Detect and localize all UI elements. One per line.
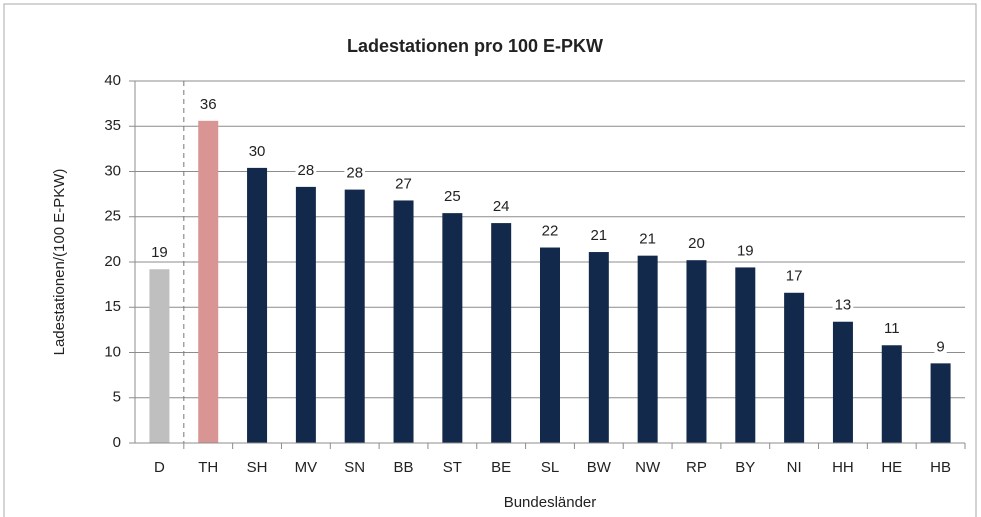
value-label-bg (637, 230, 658, 248)
bar (247, 167, 268, 443)
bar (149, 269, 170, 443)
x-tick-label: HB (930, 459, 951, 476)
value-label-bg (539, 222, 561, 240)
value-label-bg (686, 235, 707, 253)
bar (344, 189, 365, 443)
chart-title: Ladestationen pro 100 E-PKW (347, 36, 603, 56)
x-axis-label: Bundesländer (504, 494, 597, 511)
value-label-bg (734, 242, 756, 260)
x-tick-label: MV (295, 459, 318, 476)
value-label-bg (393, 175, 414, 193)
x-tick-label: SL (541, 459, 559, 476)
value-label: 19 (151, 244, 168, 261)
bar (442, 213, 463, 443)
x-tick-label: RP (686, 459, 707, 476)
y-tick-label: 25 (104, 208, 121, 225)
value-label: 9 (936, 338, 944, 355)
y-tick-label: 30 (104, 162, 121, 179)
value-label-bg (197, 95, 219, 113)
value-label: 30 (249, 143, 266, 160)
value-label: 25 (444, 188, 461, 205)
x-tick-label: BW (587, 459, 612, 476)
bar (784, 292, 805, 443)
bar (930, 363, 951, 443)
x-tick-label: SN (344, 459, 365, 476)
bar (588, 252, 609, 443)
y-tick-label: 20 (104, 253, 121, 270)
value-label: 21 (590, 227, 607, 244)
bar (198, 120, 219, 443)
value-label: 27 (395, 175, 412, 192)
value-label-bg (149, 244, 170, 262)
value-label-bg (344, 164, 366, 182)
value-label-bg (832, 296, 854, 314)
value-label: 11 (884, 320, 900, 337)
bar (881, 345, 902, 443)
y-tick-label: 40 (104, 72, 121, 89)
x-tick-label: BY (735, 459, 755, 476)
value-label: 13 (835, 297, 852, 314)
value-label: 28 (346, 165, 363, 182)
bar (686, 260, 707, 443)
value-label-bg (442, 188, 463, 206)
x-tick-label: D (154, 459, 165, 476)
y-tick-label: 10 (104, 343, 121, 360)
x-tick-label: BB (394, 459, 414, 476)
value-label-bg (490, 198, 512, 216)
value-label-bg (783, 267, 805, 285)
y-tick-label: 15 (104, 298, 121, 315)
bar (295, 186, 316, 443)
bar (491, 223, 512, 443)
value-label-bg (934, 338, 947, 356)
y-tick-label: 0 (113, 434, 121, 451)
bar (393, 200, 414, 443)
bar (832, 321, 853, 443)
value-label: 24 (493, 198, 510, 215)
bar (637, 255, 658, 443)
chart-frame (3, 3, 977, 517)
bar (735, 267, 756, 443)
y-axis-label: Ladestationen/(100 E-PKW) (51, 169, 68, 356)
value-label: 17 (786, 268, 803, 285)
value-label-bg (246, 142, 268, 160)
x-tick-label: SH (247, 459, 268, 476)
value-label: 20 (688, 235, 705, 252)
value-label-bg (881, 320, 902, 338)
x-tick-label: NI (787, 459, 802, 476)
y-tick-label: 35 (104, 117, 121, 134)
value-label-bg (295, 161, 317, 179)
value-label: 22 (542, 222, 559, 239)
x-tick-label: HH (832, 459, 854, 476)
x-tick-label: TH (198, 459, 218, 476)
x-tick-label: BE (491, 459, 511, 476)
value-label: 28 (298, 162, 315, 179)
bar (540, 247, 560, 443)
y-tick-label: 5 (113, 389, 121, 406)
x-tick-label: ST (443, 459, 462, 476)
value-label: 36 (200, 96, 217, 113)
value-label: 19 (737, 242, 754, 259)
value-label-bg (588, 227, 610, 245)
x-tick-label: NW (635, 459, 661, 476)
value-label: 21 (639, 231, 656, 248)
x-tick-label: HE (881, 459, 902, 476)
